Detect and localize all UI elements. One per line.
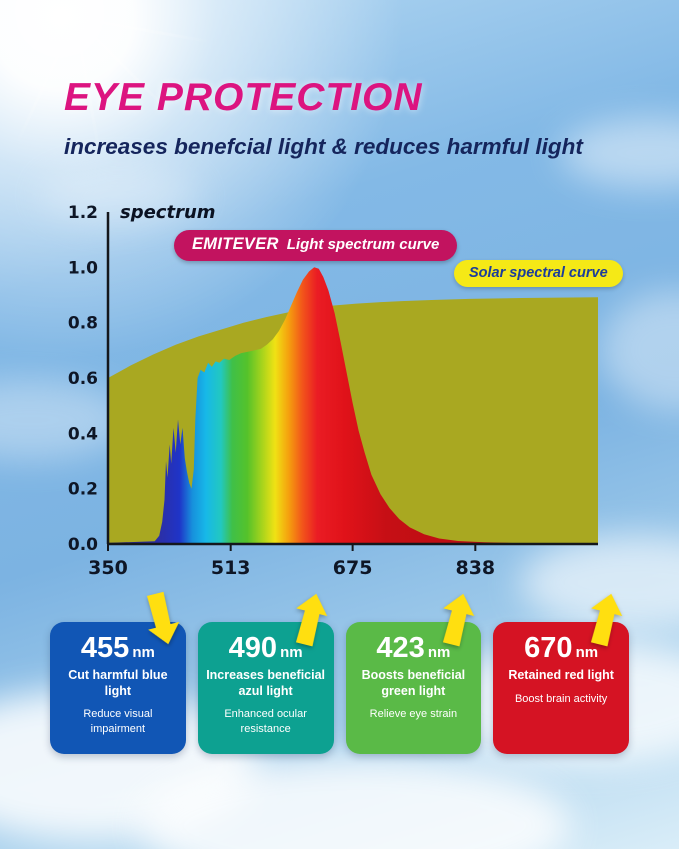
x-tick-label: 838 — [455, 557, 495, 579]
spectrum-chart-canvas: 0.0 0.2 0.4 0.6 0.8 1.0 1.2 350 513 675 838 spectru… — [68, 202, 598, 579]
y-tick-label: 0.4 — [68, 424, 98, 444]
card-heading: Cut harmful blue light — [68, 668, 168, 698]
y-tick-label: 0.2 — [68, 480, 98, 500]
led-curve-badge-label: Light spectrum curve — [286, 236, 440, 253]
card-670nm: 670 nm Retained red light Boost brain ac… — [493, 593, 629, 754]
wavelength-cards: 455 nm Cut harmful blue light Reduce vis… — [50, 591, 629, 754]
card-heading: Boosts beneficial green light — [361, 668, 466, 698]
y-tick-label: 0.0 — [68, 535, 98, 555]
spectrum-axis-label: spectrum — [120, 202, 216, 223]
card-detail: Reduce visual impairment — [83, 708, 153, 735]
y-tick-label: 0.8 — [68, 314, 98, 334]
card-490nm: 490 nm Increases beneficial azul light E… — [197, 593, 334, 754]
wavelength-unit: nm — [575, 644, 599, 661]
brand-name: EMITEVER — [192, 235, 279, 253]
wavelength-value: 423 — [376, 632, 425, 664]
wavelength-unit: nm — [280, 644, 303, 661]
spectrum-chart: 0.0 0.2 0.4 0.6 0.8 1.0 1.2 350 513 675 838 spectru… — [56, 196, 656, 596]
cloud — [40, 168, 200, 223]
arrow-down-icon — [138, 588, 186, 649]
arrow-up-icon — [433, 588, 481, 649]
y-tick-label: 1.2 — [68, 203, 98, 223]
wavelength-unit: nm — [132, 644, 155, 661]
card-detail: Enhanced ocular resistance — [224, 708, 307, 735]
x-tick-label: 675 — [333, 557, 373, 579]
solar-curve-badge: Solar spectral curve — [454, 260, 623, 287]
x-tick-label: 350 — [88, 557, 128, 579]
card-heading: Retained red light — [508, 668, 614, 682]
card-detail: Relieve eye strain — [369, 708, 458, 721]
page-subtitle: increases benefcial light & reduces harm… — [64, 134, 583, 159]
card-423nm: 423 nm Boosts beneficial green light Rel… — [345, 593, 482, 754]
wavelength-value: 455 — [80, 632, 130, 664]
x-tick-label: 513 — [211, 557, 251, 579]
wavelength-value: 670 — [524, 632, 573, 664]
arrow-up-icon — [286, 588, 334, 649]
card-455nm: 455 nm Cut harmful blue light Reduce vis… — [50, 591, 186, 754]
wavelength-value: 490 — [228, 632, 278, 664]
wavelength-unit: nm — [427, 644, 451, 661]
card-detail: Boost brain activity — [514, 692, 608, 705]
led-spectrum-area — [108, 267, 598, 544]
card-heading: Increases beneficial azul light — [206, 668, 326, 698]
page-title: EYE PROTECTION — [64, 76, 423, 119]
y-tick-label: 0.6 — [68, 369, 98, 389]
led-curve-badge: EMITEVER Light spectrum curve — [174, 230, 458, 261]
y-tick-label: 1.0 — [68, 258, 98, 278]
arrow-up-icon — [581, 588, 629, 649]
